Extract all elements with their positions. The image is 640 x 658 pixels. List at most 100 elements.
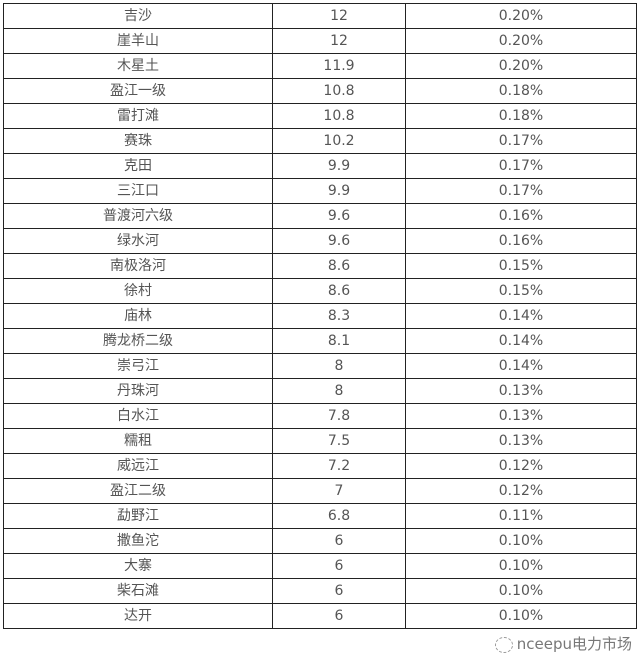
table-row: 雷打滩 10.8 0.18% — [3, 103, 637, 129]
table-row: 糯租 7.5 0.13% — [3, 428, 637, 454]
cell-value: 6 — [272, 603, 406, 629]
cell-name: 威远江 — [3, 453, 273, 479]
table-row: 丹珠河 8 0.13% — [3, 378, 637, 404]
cell-value: 8.1 — [272, 328, 406, 354]
cell-percent: 0.20% — [405, 3, 637, 29]
table-row: 撒鱼沱 6 0.10% — [3, 528, 637, 554]
cell-percent: 0.10% — [405, 528, 637, 554]
cell-name: 大寨 — [3, 553, 273, 579]
cell-name: 崇弓江 — [3, 353, 273, 379]
cell-percent: 0.13% — [405, 403, 637, 429]
cell-percent: 0.10% — [405, 603, 637, 629]
cell-percent: 0.14% — [405, 353, 637, 379]
cell-percent: 0.16% — [405, 203, 637, 229]
cell-percent: 0.12% — [405, 453, 637, 479]
cell-value: 8.6 — [272, 278, 406, 304]
cell-value: 7.8 — [272, 403, 406, 429]
table-row: 勐野江 6.8 0.11% — [3, 503, 637, 529]
cell-percent: 0.11% — [405, 503, 637, 529]
cell-value: 6 — [272, 553, 406, 579]
cell-percent: 0.17% — [405, 178, 637, 204]
cell-value: 8.6 — [272, 253, 406, 279]
cell-value: 10.8 — [272, 103, 406, 129]
cell-percent: 0.18% — [405, 78, 637, 104]
table-row: 南极洛河 8.6 0.15% — [3, 253, 637, 279]
table-row: 崇弓江 8 0.14% — [3, 353, 637, 379]
cell-name: 撒鱼沱 — [3, 528, 273, 554]
cell-name: 腾龙桥二级 — [3, 328, 273, 354]
cell-name: 徐村 — [3, 278, 273, 304]
cell-value: 6 — [272, 528, 406, 554]
cell-value: 9.6 — [272, 203, 406, 229]
cell-percent: 0.13% — [405, 378, 637, 404]
table-row: 赛珠 10.2 0.17% — [3, 128, 637, 154]
table-row: 崖羊山 12 0.20% — [3, 28, 637, 54]
cell-percent: 0.14% — [405, 303, 637, 329]
cell-value: 10.8 — [272, 78, 406, 104]
cell-name: 三江口 — [3, 178, 273, 204]
table-row: 克田 9.9 0.17% — [3, 153, 637, 179]
table-row: 吉沙 12 0.20% — [3, 3, 637, 29]
table-row: 盈江一级 10.8 0.18% — [3, 78, 637, 104]
cell-percent: 0.18% — [405, 103, 637, 129]
wechat-icon — [494, 636, 513, 653]
table-row: 普渡河六级 9.6 0.16% — [3, 203, 637, 229]
table-row: 大寨 6 0.10% — [3, 553, 637, 579]
cell-percent: 0.17% — [405, 153, 637, 179]
cell-percent: 0.12% — [405, 478, 637, 504]
cell-name: 庙林 — [3, 303, 273, 329]
cell-value: 9.9 — [272, 153, 406, 179]
cell-value: 7.2 — [272, 453, 406, 479]
cell-name: 崖羊山 — [3, 28, 273, 54]
cell-name: 丹珠河 — [3, 378, 273, 404]
cell-percent: 0.16% — [405, 228, 637, 254]
cell-percent: 0.14% — [405, 328, 637, 354]
cell-name: 糯租 — [3, 428, 273, 454]
cell-value: 11.9 — [272, 53, 406, 79]
table-row: 木星土 11.9 0.20% — [3, 53, 637, 79]
cell-value: 7 — [272, 478, 406, 504]
cell-name: 柴石滩 — [3, 578, 273, 604]
cell-name: 盈江二级 — [3, 478, 273, 504]
cell-percent: 0.10% — [405, 553, 637, 579]
cell-name: 勐野江 — [3, 503, 273, 529]
cell-value: 8.3 — [272, 303, 406, 329]
cell-name: 克田 — [3, 153, 273, 179]
table-row: 三江口 9.9 0.17% — [3, 178, 637, 204]
cell-percent: 0.17% — [405, 128, 637, 154]
table-row: 柴石滩 6 0.10% — [3, 578, 637, 604]
cell-value: 12 — [272, 28, 406, 54]
cell-value: 8 — [272, 378, 406, 404]
cell-value: 12 — [272, 3, 406, 29]
cell-name: 达开 — [3, 603, 273, 629]
table-row: 威远江 7.2 0.12% — [3, 453, 637, 479]
cell-percent: 0.20% — [405, 53, 637, 79]
cell-value: 6 — [272, 578, 406, 604]
cell-percent: 0.20% — [405, 28, 637, 54]
cell-value: 8 — [272, 353, 406, 379]
cell-percent: 0.15% — [405, 278, 637, 304]
cell-value: 6.8 — [272, 503, 406, 529]
data-table: 吉沙 12 0.20% 崖羊山 12 0.20% 木星土 11.9 0.20% 盈江一级 10.8 0… — [3, 3, 637, 629]
cell-percent: 0.13% — [405, 428, 637, 454]
cell-name: 雷打滩 — [3, 103, 273, 129]
cell-name: 白水江 — [3, 403, 273, 429]
cell-value: 9.6 — [272, 228, 406, 254]
cell-name: 绿水河 — [3, 228, 273, 254]
table-row: 达开 6 0.10% — [3, 603, 637, 629]
table-row: 徐村 8.6 0.15% — [3, 278, 637, 304]
table-row: 腾龙桥二级 8.1 0.14% — [3, 328, 637, 354]
table-row: 白水江 7.8 0.13% — [3, 403, 637, 429]
cell-name: 赛珠 — [3, 128, 273, 154]
cell-percent: 0.10% — [405, 578, 637, 604]
cell-value: 7.5 — [272, 428, 406, 454]
cell-name: 吉沙 — [3, 3, 273, 29]
cell-name: 南极洛河 — [3, 253, 273, 279]
cell-percent: 0.15% — [405, 253, 637, 279]
cell-name: 木星土 — [3, 53, 273, 79]
cell-value: 9.9 — [272, 178, 406, 204]
table-row: 盈江二级 7 0.12% — [3, 478, 637, 504]
table-row: 庙林 8.3 0.14% — [3, 303, 637, 329]
cell-value: 10.2 — [272, 128, 406, 154]
cell-name: 盈江一级 — [3, 78, 273, 104]
